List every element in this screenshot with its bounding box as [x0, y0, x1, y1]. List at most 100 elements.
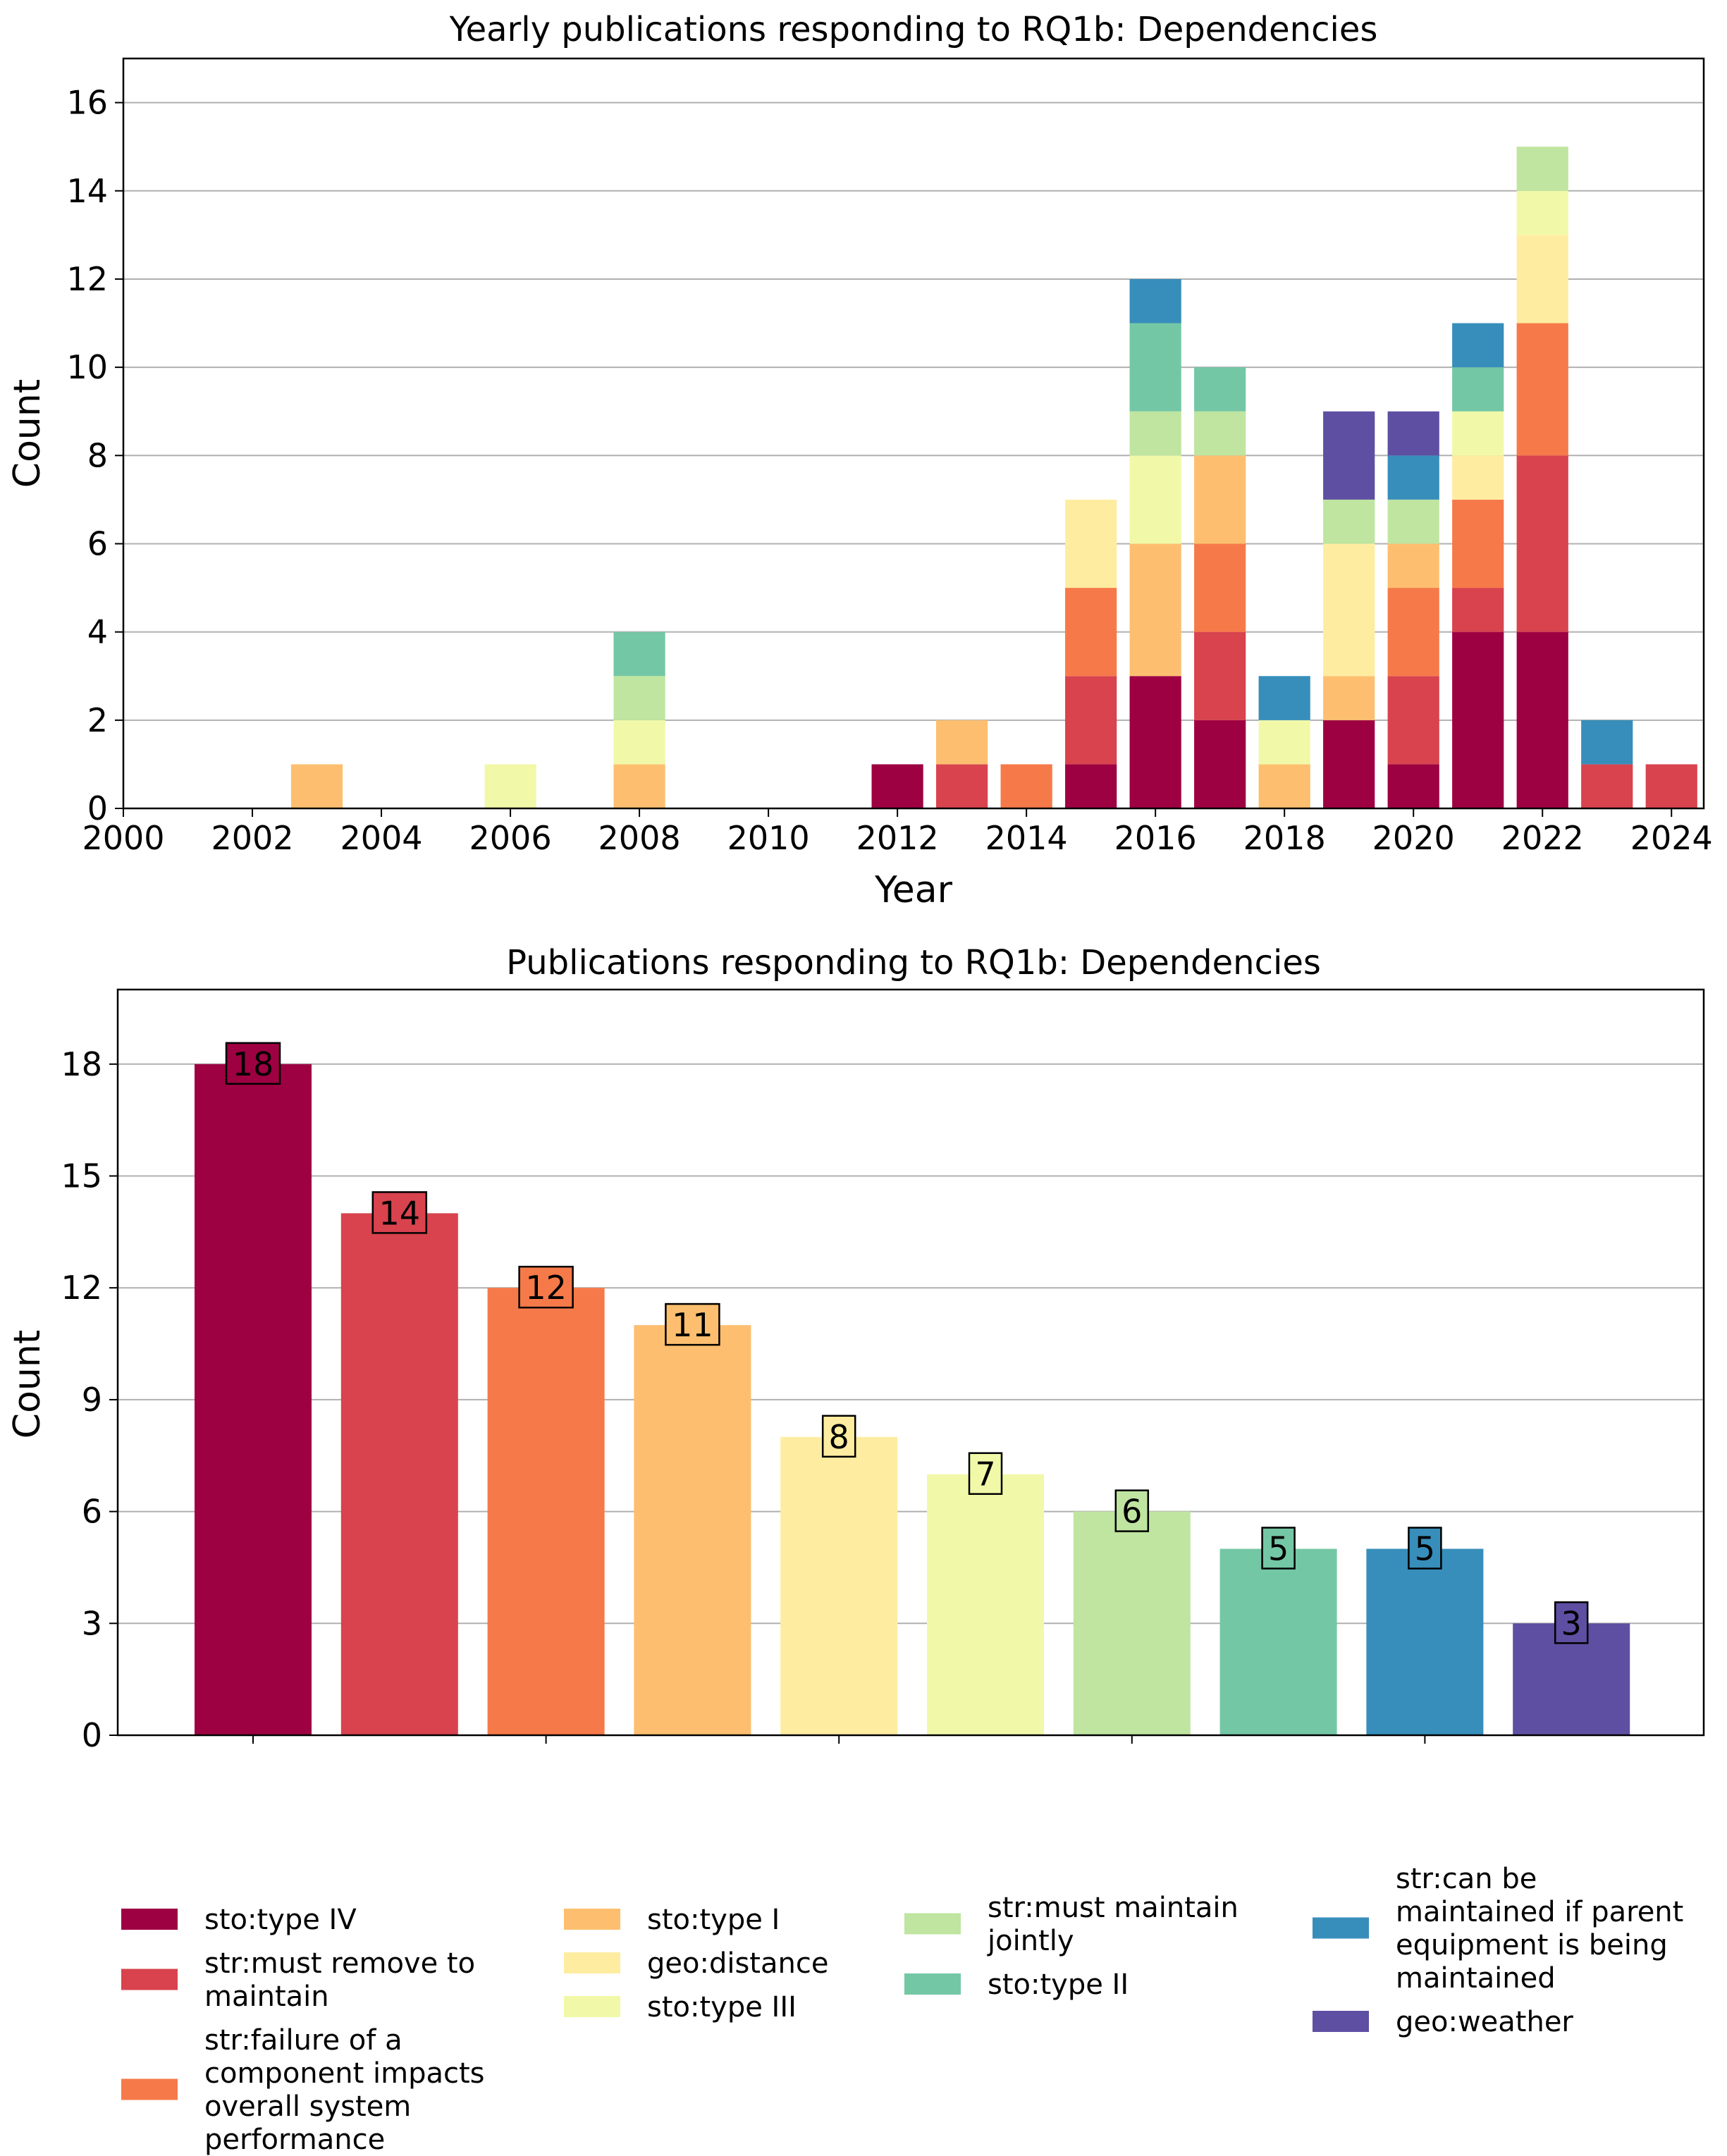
- stacked-bar-segment: [1129, 543, 1181, 677]
- stacked-bar-segment: [613, 720, 665, 765]
- y-tick-label: 18: [61, 1045, 102, 1083]
- stacked-bar-segment: [613, 676, 665, 720]
- yearly-chart-bars: [290, 147, 1697, 808]
- legend-label: geo:distance: [647, 1947, 828, 1980]
- legend-label: sto:type IV: [204, 1904, 357, 1936]
- stacked-bar-segment: [1258, 764, 1310, 808]
- stacked-bar-segment: [1065, 764, 1117, 808]
- x-tick-label: 2020: [1372, 819, 1455, 857]
- y-tick-label: 10: [66, 348, 108, 386]
- y-tick-label: 15: [61, 1157, 102, 1195]
- totals-chart: Publications responding to RQ1b: Depende…: [6, 943, 1705, 1754]
- yearly-chart-y-ticks: 0 2 4 6 8 10 12 14 16: [66, 84, 123, 827]
- stacked-bar-segment: [1387, 764, 1439, 808]
- legend-label: str:can be: [1396, 1863, 1537, 1895]
- legend-label: str:must maintain: [988, 1892, 1239, 1924]
- stacked-bar-segment: [1065, 676, 1117, 765]
- stacked-bar-segment: [1194, 411, 1246, 456]
- y-tick-label: 6: [87, 524, 108, 562]
- bar: [1219, 1548, 1337, 1735]
- stacked-bar-segment: [936, 764, 988, 808]
- stacked-bar-segment: [1258, 676, 1310, 720]
- legend-label: jointly: [987, 1925, 1074, 1957]
- legend-label: component impacts: [204, 2057, 485, 2090]
- totals-chart-y-label: Count: [6, 1330, 49, 1439]
- stacked-bar-segment: [1194, 720, 1246, 808]
- y-tick-label: 3: [82, 1604, 102, 1642]
- y-tick-label: 12: [61, 1269, 102, 1307]
- y-tick-label: 8: [87, 436, 108, 474]
- bar: [1073, 1511, 1191, 1735]
- x-tick-label: 2008: [598, 819, 681, 857]
- stacked-bar-segment: [936, 720, 988, 765]
- value-label-box: [518, 1265, 574, 1309]
- value-label-box: [821, 1415, 856, 1458]
- stacked-bar-segment: [1387, 455, 1439, 500]
- stacked-bar-segment: [1194, 543, 1246, 632]
- y-tick-label: 6: [82, 1493, 102, 1531]
- stacked-bar-segment: [1516, 235, 1568, 324]
- bar: [634, 1325, 751, 1735]
- stacked-bar-segment: [1516, 190, 1568, 235]
- legend-swatch: [904, 1913, 961, 1935]
- stacked-bar-segment: [1452, 499, 1504, 589]
- value-label: 12: [525, 1269, 567, 1307]
- bar: [487, 1288, 605, 1735]
- stacked-bar-segment: [484, 764, 536, 808]
- stacked-bar-segment: [1581, 764, 1633, 808]
- bar: [1366, 1548, 1484, 1735]
- legend-swatch: [564, 1996, 620, 2017]
- x-tick-label: 2006: [469, 819, 552, 857]
- x-tick-label: 2004: [340, 819, 423, 857]
- yearly-chart-x-ticks: 2000 2002 2004 2006 2008 2010 2012 2014 2016 2018…: [82, 808, 1713, 857]
- stacked-bar-segment: [1065, 499, 1117, 589]
- yearly-chart-x-label: Year: [874, 869, 953, 911]
- stacked-bar-segment: [1387, 543, 1439, 589]
- bar: [780, 1436, 898, 1735]
- legend-label: str:failure of a: [204, 2024, 402, 2057]
- y-tick-label: 14: [66, 172, 108, 210]
- totals-chart-value-labels: 18 14 12 11 8 7 6 5 5 3: [225, 1042, 1589, 1644]
- y-tick-label: 12: [66, 260, 108, 298]
- value-label: 14: [379, 1194, 421, 1232]
- legend-label: maintained if parent: [1396, 1896, 1683, 1928]
- legend-swatch: [564, 1952, 620, 1973]
- legend-swatch: [564, 1909, 620, 1930]
- legend-label: geo:weather: [1396, 2006, 1573, 2038]
- stacked-bar-segment: [1129, 676, 1181, 808]
- stacked-bar-segment: [1516, 632, 1568, 808]
- legend-label: maintain: [204, 1981, 329, 2013]
- legend-label: equipment is being: [1396, 1929, 1668, 1961]
- stacked-bar-segment: [1065, 588, 1117, 677]
- value-label-box: [1408, 1527, 1442, 1570]
- stacked-bar-segment: [1387, 676, 1439, 765]
- totals-chart-y-ticks: 0 3 6 9 12 15 18: [61, 1045, 118, 1754]
- x-tick-label: 2016: [1114, 819, 1197, 857]
- legend-label: performance: [204, 2124, 385, 2156]
- stacked-bar-segment: [1323, 543, 1375, 677]
- stacked-bar-segment: [1387, 588, 1439, 677]
- stacked-bar-segment: [1129, 278, 1181, 324]
- totals-chart-bars: [195, 1064, 1630, 1735]
- value-label-box: [1114, 1489, 1150, 1532]
- legend-swatch: [1313, 1917, 1369, 1939]
- yearly-chart-gridlines: [123, 101, 1704, 721]
- x-tick-label: 2014: [985, 819, 1068, 857]
- value-label: 5: [1268, 1530, 1289, 1568]
- stacked-bar-segment: [1516, 323, 1568, 456]
- legend-label: sto:type II: [988, 1969, 1129, 2001]
- stacked-bar-segment: [613, 632, 665, 677]
- legend-label: maintained: [1396, 1962, 1556, 1995]
- stacked-bar-segment: [613, 764, 665, 808]
- x-tick-label: 2002: [211, 819, 293, 857]
- stacked-bar-segment: [1000, 764, 1052, 808]
- legend-label: sto:type III: [647, 1991, 797, 2023]
- totals-chart-frame: [116, 988, 1705, 1737]
- yearly-chart-y-label: Count: [6, 379, 49, 488]
- value-label-box: [371, 1191, 428, 1234]
- stacked-bar-segment: [1323, 720, 1375, 808]
- y-tick-label: 16: [66, 84, 108, 122]
- stacked-bar-segment: [1323, 411, 1375, 500]
